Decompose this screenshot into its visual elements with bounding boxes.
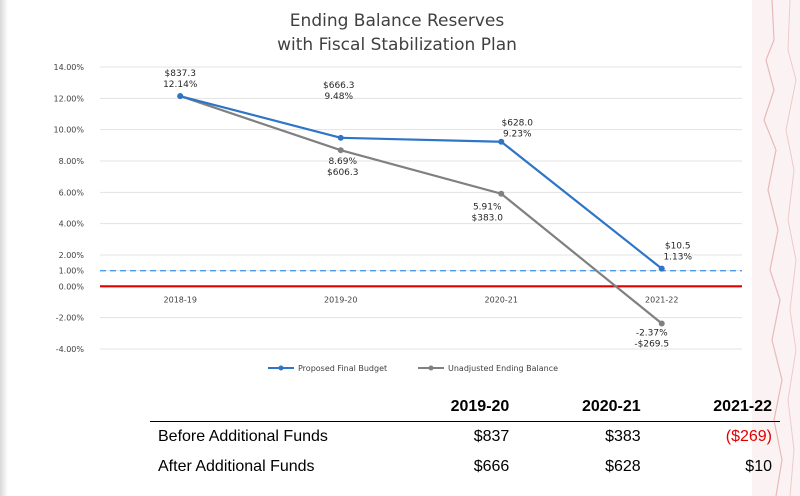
y-tick-label: -2.00% [56,314,85,323]
table-cell: $666 [473,458,510,475]
data-point [658,320,665,327]
data-label: $606.3 [327,168,359,178]
right-decoration [752,0,800,496]
data-label: 9.48% [324,92,353,102]
table-cell: $628 [605,458,641,475]
table-row: After Additional Funds $666 $628 $10 [150,452,780,482]
y-axis-ticks: 14.00% 12.00% 10.00% 8.00% 6.00% 4.00% 2.00% 1.… [53,63,84,354]
legend-marker [278,365,284,371]
table-cell-negative: ($269) [725,428,772,445]
table-header-row: 2019-20 2020-21 2021-22 [150,394,780,422]
table-row: Before Additional Funds $837 $383 ($269) [150,422,780,453]
data-label: 9.23% [503,130,532,140]
series-lines [177,93,665,327]
x-tick-label: 2021-22 [645,295,678,304]
table-header-2021-22: 2021-22 [713,398,772,415]
left-edge-shadow [0,0,8,496]
x-tick-label: 2018-19 [164,295,197,304]
table-cell: $837 [473,428,510,445]
y-tick-label: 12.00% [53,94,84,103]
y-tick-label: 4.00% [59,220,85,229]
data-label: 5.91% [473,203,502,213]
table-cell: $383 [605,428,641,445]
table-header-2020-21: 2020-21 [581,398,641,415]
legend-label: Unadjusted Ending Balance [448,364,558,373]
table-header-2019-20: 2019-20 [450,398,510,415]
y-tick-label: 10.00% [53,126,84,135]
data-point [177,93,184,100]
y-tick-label: 0.00% [59,282,85,291]
series-line [179,95,663,270]
legend-label: Proposed Final Budget [298,364,387,373]
y-tick-label: -4.00% [56,345,85,354]
line-chart: Ending Balance Reserves with Fiscal Stab… [53,11,742,373]
data-point [498,190,505,197]
data-label: $628.0 [502,119,534,129]
data-label: $837.3 [165,69,197,79]
table-cell: $10 [745,458,772,475]
data-point [337,134,344,141]
data-label: $10.5 [665,242,691,252]
data-label: $666.3 [323,81,355,91]
x-axis-ticks: 2018-19 2019-20 2020-21 2021-22 [164,295,679,304]
data-point [658,265,665,272]
chart-title-line-1: Ending Balance Reserves [290,11,505,31]
data-point [498,138,505,145]
y-tick-label: 6.00% [59,188,85,197]
data-label: $383.0 [472,214,504,224]
legend: Proposed Final Budget Unadjusted Ending B… [268,364,558,373]
x-tick-label: 2020-21 [485,295,518,304]
data-label: -$269.5 [634,339,669,349]
table-header-blank [150,394,386,422]
data-label: 12.14% [163,80,198,90]
data-label: -2.37% [636,328,668,338]
decorative-map-outline [763,0,797,496]
row-label-after: After Additional Funds [158,458,315,475]
data-labels: $837.312.14% $666.39.48% $628.09.23% $10.51… [163,69,692,349]
y-tick-label: 1.00% [59,267,85,276]
chart-title-line-2: with Fiscal Stabilization Plan [277,35,517,55]
reference-lines [100,270,742,288]
gridlines [100,66,742,350]
row-label-before: Before Additional Funds [158,428,328,445]
y-tick-label: 2.00% [59,251,85,260]
x-tick-label: 2019-20 [324,295,357,304]
data-label: 1.13% [663,253,692,263]
data-point [337,147,344,154]
data-label: 8.69% [328,157,357,167]
legend-marker [428,365,434,371]
y-tick-label: 14.00% [53,63,84,72]
y-tick-label: 8.00% [59,157,85,166]
series-line [179,95,663,325]
summary-table: 2019-20 2020-21 2021-22 Before Additiona… [150,394,780,482]
